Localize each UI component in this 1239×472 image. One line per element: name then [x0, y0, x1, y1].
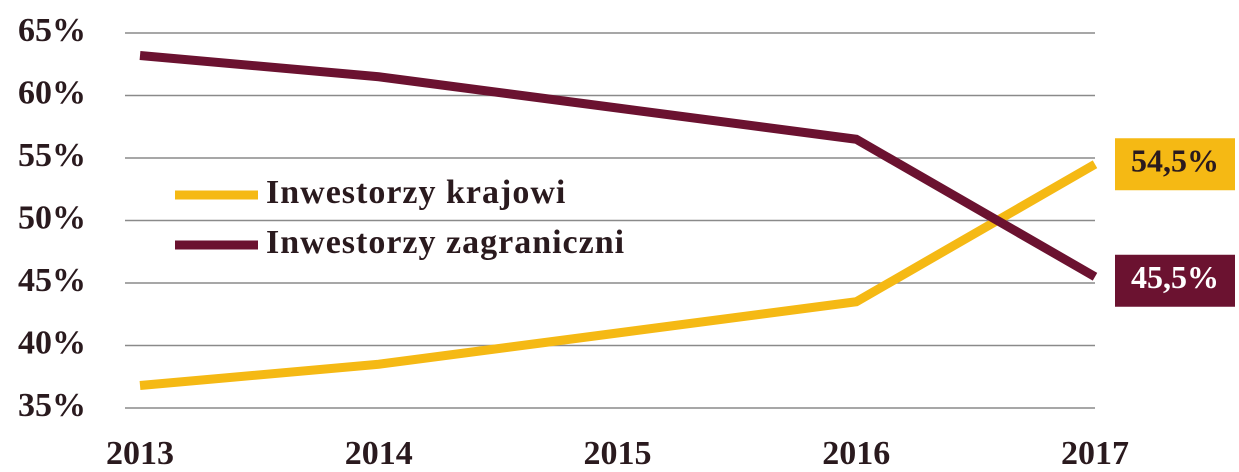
y-tick-label: 40%	[18, 324, 86, 361]
x-tick-label: 2013	[106, 435, 174, 472]
series-line	[139, 160, 1098, 390]
y-tick-label: 35%	[18, 387, 86, 424]
x-tick-label: 2016	[822, 435, 890, 472]
value-label-box	[1115, 254, 1235, 307]
y-tick-label: 45%	[18, 262, 86, 299]
y-tick-label: 55%	[18, 137, 86, 174]
legend-label: Inwestorzy zagraniczni	[266, 224, 625, 261]
x-tick-label: 2017	[1061, 435, 1129, 472]
y-tick-label: 65%	[18, 12, 86, 49]
x-tick-label: 2014	[345, 435, 413, 472]
y-tick-label: 60%	[18, 74, 86, 111]
legend-label: Inwestorzy krajowi	[266, 174, 566, 211]
y-tick-label: 50%	[18, 199, 86, 236]
x-tick-label: 2015	[584, 435, 652, 472]
value-label: 54,5%	[1131, 143, 1219, 179]
series-line	[139, 51, 1098, 281]
value-label-box	[1115, 138, 1235, 191]
value-label: 45,5%	[1131, 259, 1219, 295]
